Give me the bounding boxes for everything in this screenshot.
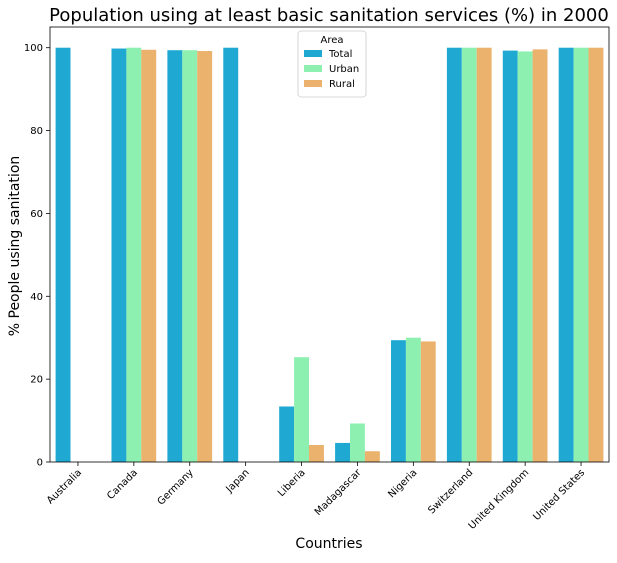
bar-total-japan xyxy=(223,47,239,463)
x-tick-label: Australia xyxy=(45,467,84,506)
bar-total-madagascar xyxy=(335,442,350,462)
bar-rural-nigeria xyxy=(420,341,436,462)
bar-total-nigeria xyxy=(390,340,406,462)
x-tick-label: Germany xyxy=(156,467,196,507)
x-tick-label: United States xyxy=(532,467,588,523)
bar-total-australia xyxy=(55,47,71,463)
legend-label-urban: Urban xyxy=(329,64,359,75)
plot-frame xyxy=(49,26,610,463)
bar-total-switzerland xyxy=(446,47,462,463)
y-tick-label: 100 xyxy=(24,43,43,54)
plot-area xyxy=(55,47,604,463)
y-tick-label: 20 xyxy=(30,375,43,386)
bar-rural-canada xyxy=(141,49,157,462)
legend-label-total: Total xyxy=(328,49,352,60)
x-tick-label: Madagascar xyxy=(313,467,364,518)
bar-total-canada xyxy=(111,48,127,462)
bar-rural-united-kingdom xyxy=(532,49,548,463)
y-tick-label: 40 xyxy=(30,292,43,303)
bar-urban-switzerland xyxy=(461,47,477,463)
legend-label-rural: Rural xyxy=(329,79,355,90)
bar-total-liberia xyxy=(279,406,295,462)
bar-urban-united-kingdom xyxy=(517,51,533,462)
legend-title: Area xyxy=(320,35,343,46)
bar-rural-germany xyxy=(197,51,213,462)
bar-urban-nigeria xyxy=(405,337,421,462)
legend: Area Total Urban Rural xyxy=(297,30,367,98)
bar-urban-germany xyxy=(182,50,198,462)
x-tick-label: Nigeria xyxy=(386,467,419,500)
y-tick-label: 0 xyxy=(37,458,43,469)
x-tick-label: United Kingdom xyxy=(467,467,532,532)
x-tick-label: Japan xyxy=(224,467,252,495)
bar-urban-madagascar xyxy=(350,423,365,462)
x-tick-label: Canada xyxy=(105,467,140,502)
y-tick-label: 80 xyxy=(30,126,43,137)
y-tick-label: 60 xyxy=(30,209,43,220)
x-tick-label: Liberia xyxy=(276,467,308,499)
bar-urban-united-states xyxy=(573,47,589,463)
bar-total-united-states xyxy=(558,47,574,463)
bar-urban-canada xyxy=(126,47,142,463)
bar-rural-switzerland xyxy=(476,47,492,463)
legend-swatch-urban xyxy=(304,65,322,72)
chart-title: Population using at least basic sanitati… xyxy=(49,5,609,26)
bar-rural-madagascar xyxy=(364,451,380,462)
x-axis-label: Countries xyxy=(295,536,362,552)
legend-swatch-total xyxy=(304,50,322,57)
bar-urban-liberia xyxy=(294,357,310,462)
legend-swatch-rural xyxy=(304,80,322,87)
bar-rural-liberia xyxy=(309,445,324,462)
x-tick-label: Switzerland xyxy=(426,467,475,516)
bar-total-united-kingdom xyxy=(502,50,518,463)
bar-total-germany xyxy=(167,50,183,462)
y-axis-label: % People using sanitation xyxy=(7,156,23,337)
bar-rural-united-states xyxy=(588,47,604,463)
